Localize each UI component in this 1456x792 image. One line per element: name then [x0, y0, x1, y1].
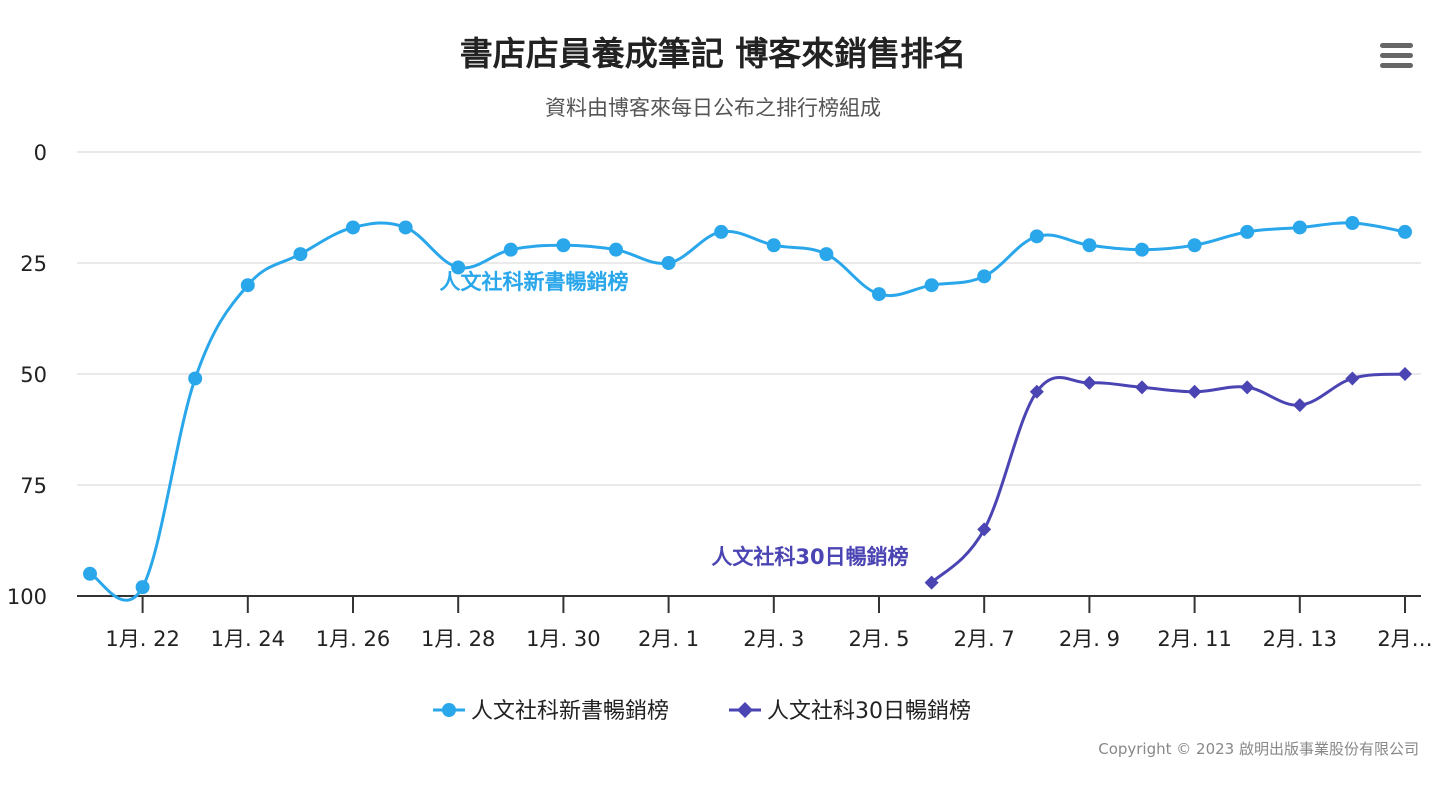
x-tick-label: 2月. 9 — [1059, 627, 1120, 651]
x-tick-label: 2月… — [1377, 627, 1432, 651]
data-point[interactable] — [1345, 371, 1360, 386]
data-point[interactable] — [135, 580, 150, 595]
y-tick-label: 25 — [20, 252, 47, 276]
data-point[interactable] — [293, 247, 308, 262]
legend-label-30day: 人文社科30日暢銷榜 — [767, 699, 971, 724]
data-point[interactable] — [1398, 224, 1412, 239]
data-point[interactable] — [1029, 384, 1044, 399]
x-axis: 1月. 22 1月. 24 1月. 26 1月. 28 1月. 30 2月. 1 2月. 3… — [105, 596, 1433, 651]
data-point[interactable] — [188, 371, 203, 386]
data-point[interactable] — [766, 238, 781, 253]
x-tick-label: 2月. 13 — [1263, 627, 1337, 651]
data-point[interactable] — [1135, 380, 1149, 395]
data-point[interactable] — [977, 522, 992, 537]
x-tick-label: 1月. 26 — [316, 627, 390, 651]
y-tick-label: 50 — [20, 363, 47, 387]
y-tick-label: 0 — [34, 141, 47, 165]
data-point[interactable] — [1082, 238, 1097, 253]
y-tick-label: 75 — [20, 474, 47, 498]
x-tick-label: 2月. 1 — [638, 627, 699, 651]
data-point[interactable] — [1292, 220, 1307, 235]
legend-item-30day[interactable]: 人文社科30日暢銷榜 — [729, 699, 971, 724]
x-tick-label: 1月. 22 — [105, 627, 179, 651]
series-new-books — [83, 216, 1412, 602]
data-point[interactable] — [872, 287, 886, 302]
legend-label-new-books: 人文社科新書暢銷榜 — [471, 699, 669, 724]
data-point[interactable] — [1082, 375, 1097, 390]
chart-subtitle: 資料由博客來每日公布之排行榜組成 — [545, 96, 881, 120]
data-point[interactable] — [1292, 398, 1307, 413]
data-point[interactable] — [556, 238, 571, 253]
grid — [77, 151, 1421, 597]
series-line — [930, 372, 1406, 584]
data-point[interactable] — [1029, 229, 1044, 244]
x-tick-label: 1月. 30 — [526, 627, 600, 651]
y-axis: 0 25 50 75 100 — [7, 141, 47, 609]
data-point[interactable] — [1398, 367, 1412, 381]
data-point[interactable] — [1345, 216, 1360, 231]
x-tick-label: 2月. 11 — [1157, 627, 1231, 651]
data-point[interactable] — [609, 242, 623, 257]
x-tick-label: 2月. 5 — [848, 627, 909, 651]
data-point[interactable] — [1240, 224, 1255, 239]
x-tick-label: 2月. 3 — [743, 627, 804, 651]
data-point[interactable] — [398, 220, 413, 235]
x-tick-label: 2月. 7 — [954, 627, 1015, 651]
data-point[interactable] — [1135, 242, 1149, 257]
series-30day — [924, 367, 1412, 590]
data-point[interactable] — [240, 278, 255, 293]
data-point[interactable] — [1187, 238, 1202, 253]
data-point[interactable] — [924, 575, 939, 590]
legend: 人文社科新書暢銷榜 人文社科30日暢銷榜 — [433, 699, 971, 724]
series-line — [89, 221, 1406, 602]
hamburger-menu-icon[interactable] — [1376, 36, 1418, 74]
legend-item-new-books[interactable]: 人文社科新書暢銷榜 — [433, 699, 669, 724]
data-point[interactable] — [819, 247, 834, 262]
x-tick-label: 1月. 28 — [421, 627, 495, 651]
x-tick-label: 1月. 24 — [211, 627, 285, 651]
data-point[interactable] — [1187, 384, 1202, 399]
data-point[interactable] — [83, 566, 97, 581]
series — [83, 216, 1412, 602]
series-label-new-books: 人文社科新書暢銷榜 — [440, 270, 629, 294]
series-label-30day: 人文社科30日暢銷榜 — [711, 545, 908, 569]
data-point[interactable] — [661, 256, 676, 270]
credits[interactable]: Copyright © 2023 啟明出版事業股份有限公司 — [1098, 740, 1419, 758]
chart-title: 書店店員養成筆記 博客來銷售排名 — [460, 34, 967, 73]
data-point[interactable] — [503, 242, 518, 257]
data-point[interactable] — [924, 278, 939, 293]
data-point[interactable] — [977, 269, 992, 284]
data-point[interactable] — [714, 224, 729, 239]
y-tick-label: 100 — [7, 585, 47, 609]
data-point[interactable] — [346, 220, 360, 235]
data-point[interactable] — [1240, 380, 1255, 395]
data-point[interactable] — [451, 260, 466, 275]
series-labels: 人文社科新書暢銷榜 人文社科30日暢銷榜 — [440, 270, 909, 569]
